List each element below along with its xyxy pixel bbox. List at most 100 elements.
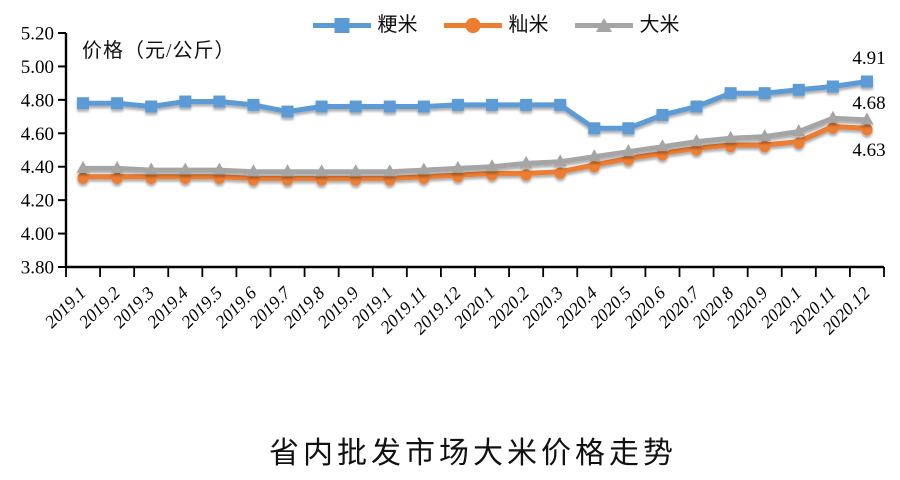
legend-item-jingmi: 粳米 xyxy=(312,14,418,36)
marker-circle xyxy=(588,160,600,173)
series-line xyxy=(80,124,870,181)
marker-triangle xyxy=(792,124,806,137)
marker-square xyxy=(451,98,464,111)
marker-square xyxy=(520,98,533,111)
y-tick-label: 5.20 xyxy=(21,24,54,45)
marker-circle xyxy=(384,174,396,186)
plot-area: 5.205.004.804.604.404.204.003.802019.120… xyxy=(21,24,885,338)
marker-square xyxy=(588,122,601,135)
marker-circle xyxy=(315,174,328,186)
legend-item-xianmi: 籼米 xyxy=(443,14,549,36)
legend-marker-square-icon xyxy=(312,18,371,33)
marker-square xyxy=(179,95,192,108)
marker-square xyxy=(111,97,124,110)
marker-circle xyxy=(622,154,635,166)
data-label-jingmi-last: 4.91 xyxy=(852,48,886,70)
legend-item-dami: 大米 xyxy=(574,15,680,35)
marker-triangle xyxy=(690,134,704,147)
marker-square xyxy=(792,83,805,96)
marker-triangle xyxy=(349,164,363,177)
marker-triangle xyxy=(76,160,90,173)
marker-circle xyxy=(827,122,839,134)
marker-triangle xyxy=(110,160,124,173)
legend-label-xianmi: 籼米 xyxy=(508,14,549,36)
marker-square xyxy=(724,87,737,100)
y-tick-label: 4.60 xyxy=(21,124,54,145)
marker-circle xyxy=(77,172,89,184)
series-粳米 xyxy=(77,75,873,135)
marker-square xyxy=(758,87,771,100)
marker-triangle xyxy=(587,149,601,162)
marker-circle xyxy=(656,149,669,161)
marker-square xyxy=(213,95,226,108)
marker-triangle xyxy=(451,160,465,173)
marker-square xyxy=(860,75,873,88)
marker-circle xyxy=(111,172,123,184)
series-line xyxy=(80,79,870,131)
marker-triangle xyxy=(655,139,669,152)
marker-triangle xyxy=(758,129,772,142)
marker-circle xyxy=(418,172,430,184)
marker-triangle xyxy=(178,162,192,175)
y-tick-label: 4.40 xyxy=(21,157,54,178)
legend-marker-circle-icon xyxy=(443,17,502,34)
series-大米 xyxy=(76,110,874,177)
marker-triangle xyxy=(246,164,260,177)
y-axis-title: 价格（元/公斤） xyxy=(82,40,236,62)
marker-square xyxy=(486,98,499,111)
series-籼米 xyxy=(77,122,873,186)
marker-triangle xyxy=(826,110,840,123)
marker-triangle xyxy=(519,155,533,168)
marker-circle xyxy=(554,167,566,179)
y-tick-label: 4.20 xyxy=(21,191,54,212)
marker-square xyxy=(315,100,328,113)
marker-square xyxy=(656,108,669,121)
marker-circle xyxy=(690,144,703,156)
marker-triangle xyxy=(553,154,567,167)
marker-square xyxy=(826,80,839,93)
marker-circle xyxy=(145,172,157,184)
marker-triangle xyxy=(212,162,226,175)
legend-label-jingmi: 粳米 xyxy=(377,14,418,36)
marker-circle xyxy=(861,124,873,136)
y-tick-label: 4.00 xyxy=(21,224,54,245)
marker-square xyxy=(247,98,260,111)
marker-circle xyxy=(486,169,498,181)
marker-square xyxy=(145,100,158,113)
marker-circle xyxy=(179,172,191,184)
y-tick-label: 4.80 xyxy=(21,90,54,111)
marker-square xyxy=(349,100,362,113)
chart-title: 省内批发市场大米价格走势 xyxy=(269,437,677,470)
marker-triangle xyxy=(144,162,158,175)
data-label-xianmi-last: 4.63 xyxy=(852,140,886,162)
marker-triangle xyxy=(485,159,499,172)
marker-triangle xyxy=(621,144,635,157)
marker-square xyxy=(77,97,90,110)
marker-circle xyxy=(759,140,771,153)
marker-circle xyxy=(452,170,464,183)
series-line xyxy=(80,115,870,175)
marker-triangle xyxy=(281,164,295,177)
marker-triangle xyxy=(315,164,329,177)
marker-circle xyxy=(520,169,532,181)
marker-triangle xyxy=(417,162,431,175)
marker-circle xyxy=(213,172,226,184)
legend-marker-triangle-icon xyxy=(574,18,633,32)
marker-triangle xyxy=(860,112,874,125)
y-tick-label: 5.00 xyxy=(21,57,54,78)
marker-square xyxy=(690,100,703,113)
marker-square xyxy=(417,100,430,113)
marker-square xyxy=(383,100,396,113)
marker-circle xyxy=(281,174,294,186)
marker-square xyxy=(622,122,635,135)
y-tick-label: 3.80 xyxy=(21,258,54,279)
marker-square xyxy=(281,105,294,118)
marker-circle xyxy=(724,140,737,153)
marker-triangle xyxy=(724,130,738,143)
data-label-dami-last: 4.68 xyxy=(852,92,886,114)
marker-circle xyxy=(247,174,260,186)
marker-square xyxy=(554,98,567,111)
chart-legend: 粳米 籼米 大米 xyxy=(46,15,900,35)
marker-circle xyxy=(793,137,805,149)
